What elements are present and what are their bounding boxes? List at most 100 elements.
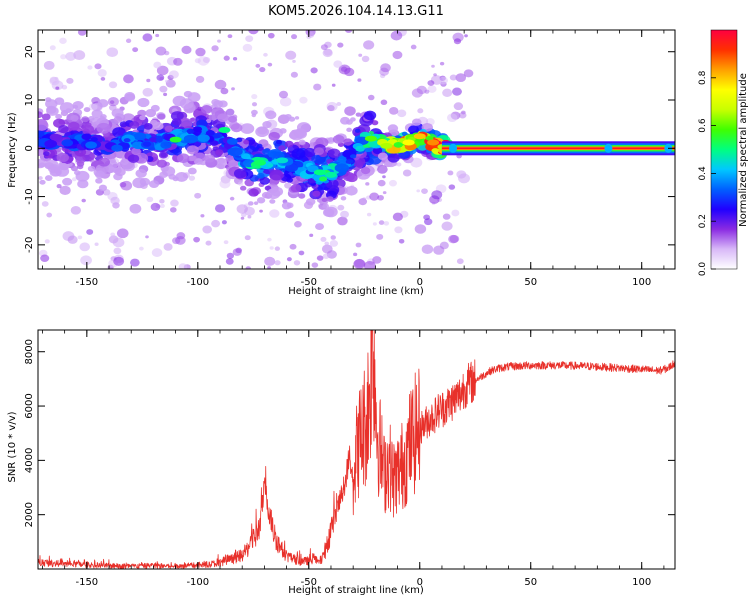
spectrogram-band-blob xyxy=(290,183,302,193)
spectrogram-band-blob xyxy=(401,131,408,137)
spectrogram-noise-blob xyxy=(367,94,375,101)
spectrogram-ridge-blob xyxy=(160,141,172,149)
snr-xtick-label: 100 xyxy=(632,577,651,588)
spectrogram-noise-blob xyxy=(110,196,120,205)
spectrogram-hot-spot xyxy=(313,169,326,176)
spectrogram-noise-blob xyxy=(245,35,254,42)
spectrogram-noise-blob xyxy=(170,199,179,207)
spectrogram-ridge-blob xyxy=(334,163,350,173)
spectrogram-noise-blob xyxy=(285,50,297,60)
spectrogram-band-blob xyxy=(88,116,95,121)
spectrogram-noise-blob xyxy=(433,73,437,77)
spectrogram-noise-blob xyxy=(49,45,56,51)
spectrogram-noise-blob xyxy=(344,106,356,116)
spectrogram-band-blob xyxy=(326,196,334,202)
spectrogram-ridge-blob xyxy=(186,128,195,134)
spectrogram-band-blob xyxy=(110,158,116,164)
spectrogram-noise-blob xyxy=(389,107,399,115)
spectrogram-band-blob xyxy=(43,151,50,157)
spectrogram-noise-blob xyxy=(311,262,319,268)
spectrogram-band-blob xyxy=(387,124,399,133)
spectrogram-band-blob xyxy=(387,153,400,163)
colorbar-tick-label: 0.2 xyxy=(698,214,708,228)
spectrogram-band-blob xyxy=(120,158,129,166)
snr-xtick-label: -50 xyxy=(301,577,317,588)
spectrogram-band-blob xyxy=(215,149,224,156)
spectrogram-band-blob xyxy=(148,180,160,189)
spectrogram-noise-blob xyxy=(267,32,275,39)
spectrogram-ytick-label: -20 xyxy=(24,237,35,253)
spectrogram-noise-blob xyxy=(159,76,164,81)
spectrogram-noise-blob xyxy=(112,237,125,248)
spectrogram-xtick-label: 0 xyxy=(417,277,423,288)
spectrogram-ridge-blob xyxy=(345,159,354,165)
spectrogram-band-blob xyxy=(106,166,116,174)
spectrogram-band-blob xyxy=(303,147,316,158)
spectrogram-band-blob xyxy=(159,171,168,178)
spectrogram-noise-blob xyxy=(377,164,388,174)
spectrogram-band-blob xyxy=(81,116,90,123)
spectrogram-noise-blob xyxy=(211,45,219,52)
snr-axes: -150 -100 -50 0 50 100 2000 4000 6000 8000 xyxy=(24,330,675,588)
spectrogram-noise-blob xyxy=(424,218,433,226)
spectrogram-noise-blob xyxy=(447,170,454,176)
spectrogram-noise-blob xyxy=(247,215,252,219)
spectrogram-noise-blob xyxy=(251,102,258,107)
colorbar-tick-label: 0.8 xyxy=(698,70,708,85)
spectrogram-ridge-blob xyxy=(228,147,243,156)
spectrogram-band-blob xyxy=(62,177,73,186)
spectrogram-noise-blob xyxy=(178,263,188,269)
spectrogram-noise-blob xyxy=(113,256,125,266)
spectrogram-band-blob xyxy=(256,197,266,204)
colorbar-tick-label: 0.0 xyxy=(698,262,708,277)
spectrogram-noise-blob xyxy=(313,83,322,91)
spectrogram-noise-blob xyxy=(251,93,258,100)
spectrogram-noise-blob xyxy=(100,76,106,81)
spectrogram-noise-blob xyxy=(416,189,421,193)
spectrogram-noise-blob xyxy=(278,90,289,99)
spectrogram-noise-blob xyxy=(358,53,363,57)
spectrogram-noise-blob xyxy=(110,232,116,237)
spectrogram-noise-blob xyxy=(361,55,370,63)
spectrogram-noise-blob xyxy=(431,64,435,68)
spectrogram-noise-blob xyxy=(378,220,385,225)
snr-xtick-label: -150 xyxy=(75,577,98,588)
spectrogram-hot-spot xyxy=(380,142,393,149)
spectrogram-noise-blob xyxy=(442,88,453,97)
spectrogram-noise-blob xyxy=(66,77,74,84)
spectrogram-noise-blob xyxy=(357,78,362,82)
spectrogram-noise-blob xyxy=(41,201,49,207)
spectrogram-noise-blob xyxy=(65,51,77,61)
spectrogram-xtick-label: -150 xyxy=(75,277,98,288)
spectrogram-band-blob xyxy=(266,188,281,200)
spectrogram-band-blob xyxy=(285,211,295,219)
spectrogram-ridge-blob xyxy=(284,163,298,172)
spectrogram-band-blob xyxy=(158,151,169,159)
spectrogram-band-blob xyxy=(85,122,92,128)
spectrogram-noise-blob xyxy=(398,238,405,244)
spectrogram-band-blob xyxy=(315,223,325,231)
spectrogram-band-blob xyxy=(296,122,311,133)
spectrogram-noise-blob xyxy=(441,221,453,231)
spectrogram-noise-blob xyxy=(369,192,380,201)
snr-ytick-label: 4000 xyxy=(24,448,35,473)
spectrogram-band-blob xyxy=(312,190,321,197)
snr-series-line xyxy=(38,330,675,569)
spectrogram-noise-blob xyxy=(417,108,424,114)
spectrogram-noise-blob xyxy=(240,212,247,218)
spectrogram-ridge-blob xyxy=(90,137,98,142)
spectrogram-noise-blob xyxy=(232,57,238,61)
spectrogram-noise-blob xyxy=(394,226,403,234)
spectrogram-ridge-blob xyxy=(226,137,238,145)
spectrogram-noise-blob xyxy=(446,113,458,123)
spectrogram-band-blob xyxy=(314,147,325,156)
spectrogram-noise-blob xyxy=(321,244,333,254)
spectrogram-band-blob xyxy=(377,152,388,161)
colorbar-frame xyxy=(710,29,738,270)
spectrogram-band-blob xyxy=(372,146,383,155)
colorbar-tick-label: 0.4 xyxy=(698,166,708,181)
spectrogram-band-blob xyxy=(112,127,126,138)
spectrogram-noise-blob xyxy=(130,258,140,267)
spectrogram-noise-blob xyxy=(225,258,234,265)
spectrogram-band-blob xyxy=(360,167,371,175)
